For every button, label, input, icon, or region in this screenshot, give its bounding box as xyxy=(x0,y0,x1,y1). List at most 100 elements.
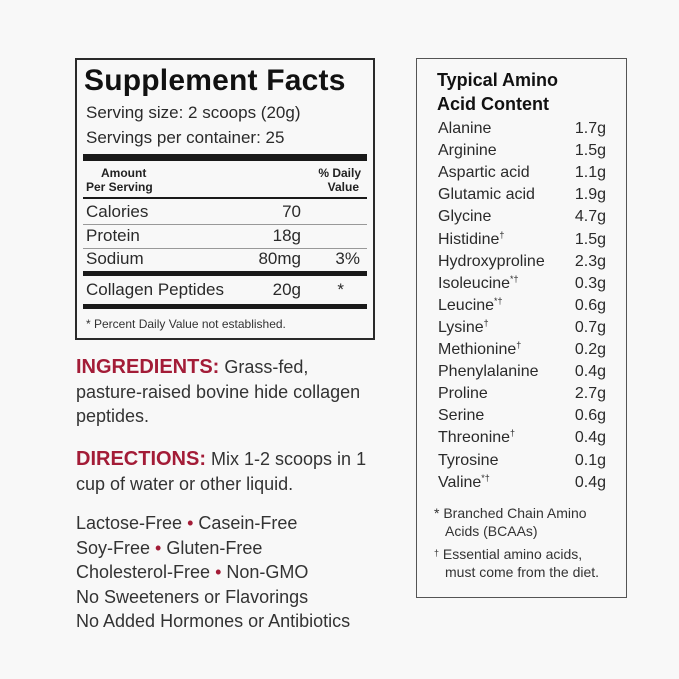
amino-value: 2.3g xyxy=(574,252,606,270)
amino-row: Phenylalanine 0.4g xyxy=(438,363,606,385)
directions-text: Mix 1-2 scoops in 1 cup of water or othe… xyxy=(76,449,367,494)
bullet: • xyxy=(215,562,222,582)
amino-name-text: Arginine xyxy=(438,142,497,160)
essential-footnote-line2: must come from the diet. xyxy=(445,564,600,580)
amount-header-line1: Amount xyxy=(101,166,147,180)
amino-name: Glutamic acid xyxy=(438,186,535,204)
nutrient-label: Protein xyxy=(86,226,140,245)
amino-value: 4.7g xyxy=(574,208,606,226)
amino-name-text: Glycine xyxy=(438,208,492,226)
nutrient-amount: 70 xyxy=(282,202,301,221)
divider xyxy=(83,224,367,225)
amino-mark: *† xyxy=(510,273,519,284)
facts-row: Collagen Peptides 20g * xyxy=(86,280,364,302)
claim: Casein-Free xyxy=(198,513,298,533)
bullet: • xyxy=(155,537,162,558)
claim-line: No Sweeteners or Flavorings xyxy=(76,586,309,607)
amino-name-text: Aspartic acid xyxy=(438,164,530,182)
amount-header-line2: Per Serving xyxy=(86,180,153,194)
amino-row: Histidine† 1.5g xyxy=(438,229,606,253)
amino-name-text: Serine xyxy=(438,407,485,425)
nutrient-label: Calories xyxy=(86,202,149,221)
dv-header: % Daily Value xyxy=(318,166,361,194)
amino-row: Isoleucine*† 0.3g xyxy=(438,273,606,297)
amino-value: 0.4g xyxy=(574,473,606,491)
amino-row: Hydroxyproline 2.3g xyxy=(438,253,606,275)
nutrient-dv: * xyxy=(337,280,344,299)
amino-name-text: Alanine xyxy=(438,120,492,137)
amino-name-text: Methionine xyxy=(438,341,517,358)
amino-name-text: Threonine xyxy=(438,429,511,447)
amino-name-text: Isoleucine xyxy=(438,274,511,292)
nutrient-dv: 3% xyxy=(335,249,360,268)
amino-mark: † xyxy=(499,229,505,240)
amino-name-text: Hydroxyproline xyxy=(438,252,545,270)
facts-row: Sodium 80mg 3% xyxy=(86,249,364,271)
facts-footnote: * Percent Daily Value not established. xyxy=(86,317,286,331)
amino-mark: † xyxy=(483,317,489,328)
amino-value: 0.6g xyxy=(574,296,606,314)
amino-title: Typical Amino Acid Content xyxy=(437,68,558,116)
amino-value: 0.6g xyxy=(574,407,606,425)
essential-footnote-line1: Essential amino acids, xyxy=(442,546,583,562)
dv-header-line2: Value xyxy=(327,180,359,194)
amino-value: 0.4g xyxy=(574,429,606,447)
amino-value: 0.2g xyxy=(574,341,606,358)
thick-divider xyxy=(83,154,367,161)
amino-value: 0.7g xyxy=(574,318,606,336)
nutrient-label: Collagen Peptides xyxy=(86,280,224,299)
amino-value: 1.9g xyxy=(574,186,606,204)
amino-value: 1.7g xyxy=(574,120,606,137)
amino-mark: † xyxy=(516,340,522,350)
amino-row: Lysine† 0.7g xyxy=(438,317,606,341)
amino-name-text: Phenylalanine xyxy=(438,363,539,381)
bcaa-footnote-line1: * Branched Chain Amino xyxy=(434,505,587,521)
claim-line: No Added Hormones or Antibiotics xyxy=(76,611,351,631)
supplement-facts-panel: Supplement Facts Serving size: 2 scoops … xyxy=(75,58,375,340)
amino-row: Leucine*† 0.6g xyxy=(438,296,606,319)
amount-header: Amount Per Serving xyxy=(86,166,153,194)
amino-name-text: Valine xyxy=(438,473,482,491)
amino-name: Methionine† xyxy=(438,340,522,359)
amino-name: Histidine† xyxy=(438,229,505,249)
bullet: • xyxy=(187,513,194,533)
nutrient-amount: 20g xyxy=(272,280,301,299)
ingredients: INGREDIENTS: Grass-fed, pasture-raised b… xyxy=(76,355,376,429)
claim: Lactose-Free xyxy=(76,513,183,533)
thick-divider xyxy=(83,271,367,276)
amino-row: Valine*† 0.4g xyxy=(438,473,606,496)
dagger-mark: † xyxy=(434,548,440,558)
amino-row: Arginine 1.5g xyxy=(438,142,606,164)
amino-row: Serine 0.6g xyxy=(438,407,606,429)
claim: Non-GMO xyxy=(226,562,309,582)
amino-row: Alanine 1.7g xyxy=(438,120,606,142)
claim: Soy-Free xyxy=(76,537,151,558)
directions-label: DIRECTIONS: xyxy=(76,448,206,470)
amino-mark: † xyxy=(510,428,516,439)
amino-acid-panel: Typical Amino Acid Content Alanine 1.7g Ar… xyxy=(416,58,627,598)
essential-footnote: † Essential amino acids, must come from … xyxy=(434,545,599,581)
amino-name-text: Histidine xyxy=(438,230,500,248)
amino-value: 1.5g xyxy=(574,142,606,160)
amino-name: Lysine† xyxy=(438,317,489,337)
amino-value: 1.5g xyxy=(574,230,606,248)
amino-name: Isoleucine*† xyxy=(438,273,519,293)
claims-list: Lactose-Free • Casein-Free Soy-Free • Gl… xyxy=(76,511,396,634)
amino-name-text: Leucine xyxy=(438,296,495,314)
claim: Gluten-Free xyxy=(166,537,263,558)
amino-name-text: Proline xyxy=(438,385,488,403)
nutrient-amount: 18g xyxy=(272,226,301,245)
amino-row: Tyrosine 0.1g xyxy=(438,452,606,474)
amino-name: Arginine xyxy=(438,142,497,160)
amino-name-text: Tyrosine xyxy=(438,451,499,469)
amino-name: Glycine xyxy=(438,208,491,226)
amino-value: 2.7g xyxy=(574,385,606,403)
amino-value: 0.1g xyxy=(574,451,606,469)
dv-header-line1: % Daily xyxy=(318,166,361,180)
facts-row: Protein 18g xyxy=(86,226,364,248)
amino-name: Valine*† xyxy=(438,473,490,492)
amino-row: Glycine 4.7g xyxy=(438,208,606,230)
amino-name: Leucine*† xyxy=(438,296,503,315)
divider xyxy=(83,248,367,249)
amino-name: Aspartic acid xyxy=(438,164,530,182)
